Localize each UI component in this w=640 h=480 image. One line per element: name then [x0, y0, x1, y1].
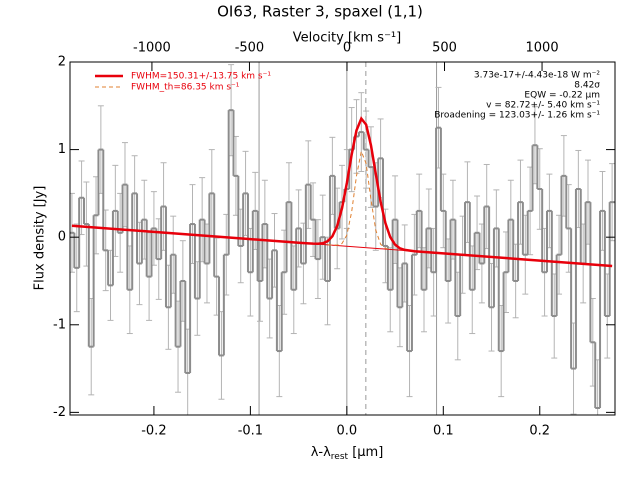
- x-axis-label-sub: rest: [331, 452, 349, 462]
- annotation: v = 82.72+/- 5.40 km s⁻¹: [486, 101, 600, 111]
- legend-label: FWHM_th=86.35 km s⁻¹: [131, 83, 240, 93]
- x-tick-label: 0.1: [433, 424, 454, 439]
- x-tick-label: 0.2: [529, 424, 550, 439]
- y-tick-label: -1: [53, 317, 66, 332]
- x-tick-label: -0.2: [141, 424, 166, 439]
- plot-area: [70, 62, 615, 415]
- y-tick-label: -2: [53, 405, 66, 420]
- fit-line: [71, 116, 613, 268]
- legend-label: FWHM=150.31+/-13.75 km s⁻¹: [131, 72, 271, 82]
- step-connectors: [73, 110, 611, 408]
- top-tick-label: -1000: [133, 41, 171, 56]
- top-axis-label: Velocity [km s⁻¹]: [293, 31, 401, 46]
- top-tick-label: 0: [343, 41, 351, 56]
- x-tick-label: -0.1: [238, 424, 263, 439]
- y-axis-label: Flux density [Jy]: [33, 186, 48, 291]
- axes: -0.2 -0.1 0.0 0.1 0.2 -1000 -500 0 500 1000 -2 -1 0 1…: [53, 41, 616, 439]
- y-tick-label: 2: [58, 55, 66, 70]
- annotation: Broadening = 123.03+/- 1.26 km s⁻¹: [434, 111, 600, 121]
- top-tick-label: -500: [235, 41, 265, 56]
- annotation: 8.42σ: [574, 81, 600, 91]
- x-axis-label: λ-λrest [μm]: [311, 445, 384, 462]
- x-tick-label: 0.0: [336, 424, 357, 439]
- fit-line: [327, 149, 391, 250]
- y-tick-label: 1: [58, 142, 66, 157]
- plot-frame: [69, 61, 616, 416]
- x-axis-label-part: [μm]: [348, 445, 383, 460]
- annotation: 3.73e-17+/-4.43e-18 W m⁻²: [474, 71, 601, 81]
- x-axis-label-part: λ-λ: [311, 445, 331, 460]
- y-tick-label: 0: [58, 230, 66, 245]
- annotation: EQW = -0.22 μm: [524, 91, 600, 101]
- top-tick-label: 500: [432, 41, 457, 56]
- top-tick-label: 1000: [526, 41, 559, 56]
- chart-title: OI63, Raster 3, spaxel (1,1): [217, 3, 423, 21]
